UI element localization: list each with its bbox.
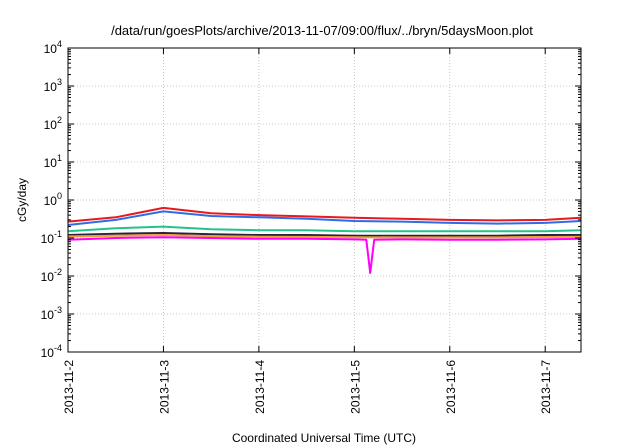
y-tick-label: 10-1 — [41, 229, 62, 246]
chart-title: /data/run/goesPlots/archive/2013-11-07/0… — [111, 23, 533, 38]
x-axis-ticks: 2013-11-2 2013-11-3 2013-11-4 2013-11-5 2013… — [62, 48, 553, 414]
x-tick-label: 2013-11-3 — [157, 360, 171, 414]
x-tick-label: 2013-11-4 — [253, 360, 267, 414]
y-tick-label: 101 — [44, 153, 62, 170]
x-tick-label: 2013-11-2 — [62, 360, 76, 414]
series-line-3 — [67, 225, 582, 233]
x-tick-label: 2013-11-7 — [539, 360, 553, 414]
y-tick-label: 100 — [44, 191, 62, 208]
y-tick-label: 102 — [44, 115, 62, 132]
x-tick-label: 2013-11-6 — [444, 360, 458, 414]
series-line-6 — [67, 236, 582, 274]
series-line-2 — [67, 210, 582, 226]
y-tick-label: 10-4 — [41, 343, 62, 360]
series-line-5 — [67, 234, 582, 239]
y-tick-label: 10-2 — [41, 267, 62, 284]
plot-frame — [67, 47, 582, 353]
series-line-1 — [67, 206, 582, 223]
grid-lines — [67, 47, 581, 353]
x-axis-label: Coordinated Universal Time (UTC) — [232, 431, 416, 445]
series-layer — [67, 206, 582, 274]
x-tick-label: 2013-11-5 — [348, 360, 362, 414]
y-tick-label: 103 — [44, 77, 62, 94]
y-tick-label: 104 — [44, 39, 62, 56]
y-tick-label: 10-3 — [41, 305, 62, 322]
y-axis-ticks: 10-4 10-3 10-2 10-1 100 101 102 103 104 — [41, 39, 581, 360]
series-line-4 — [67, 232, 581, 237]
y-axis-label: cGy/day — [15, 178, 29, 222]
